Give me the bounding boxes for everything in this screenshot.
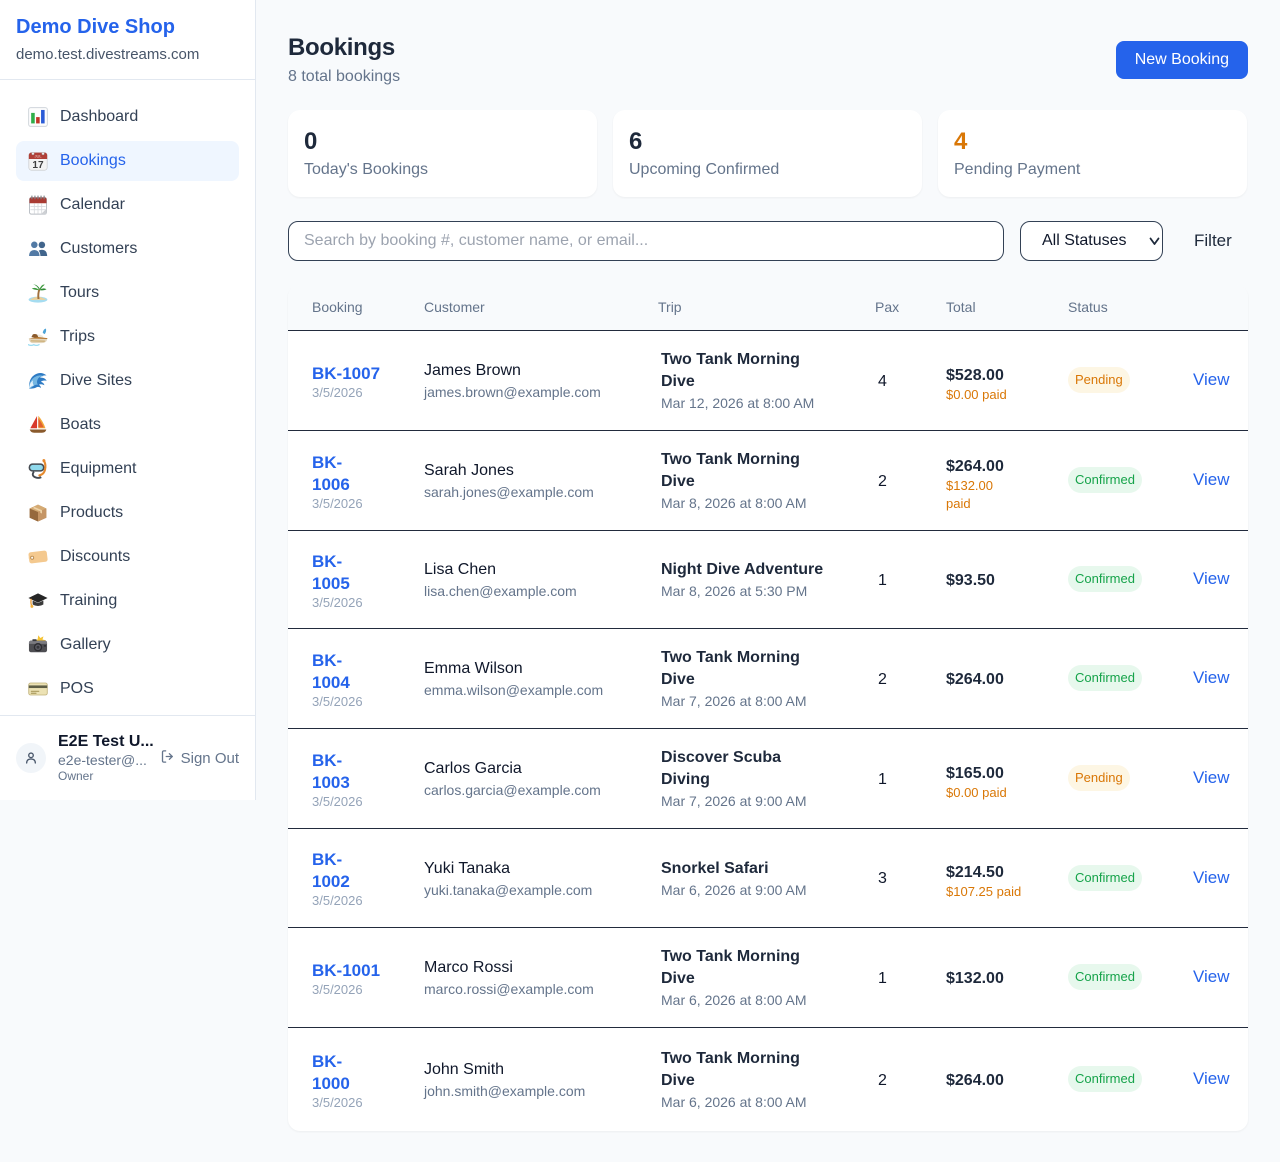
svg-text:17: 17 (32, 160, 44, 171)
svg-text:JUL: JUL (34, 154, 42, 159)
